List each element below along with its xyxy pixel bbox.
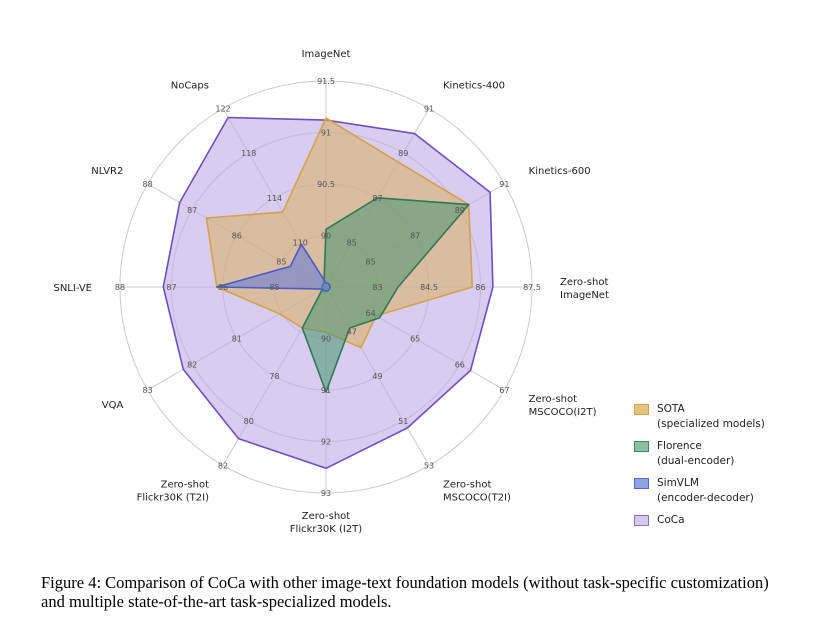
legend-item: SimVLM (encoder-decoder) [634, 476, 765, 506]
axis-label-8: VQA [102, 400, 124, 411]
tick-label: 83 [143, 386, 153, 395]
tick-label: 87 [187, 206, 197, 215]
tick-label: 89 [398, 149, 408, 158]
legend-label: Florence (dual-encoder) [657, 440, 735, 467]
tick-label: 85 [366, 257, 376, 266]
legend-item: SOTA (specialized models) [634, 402, 765, 432]
axis-label-line: MSCOCO(T2I) [443, 493, 511, 504]
tick-label: 92 [321, 438, 331, 447]
legend-item: CoCa [634, 513, 765, 528]
axis-label-1: Kinetics-400 [443, 80, 505, 91]
axis-label-line: ImageNet [302, 49, 351, 60]
tick-label: 85 [269, 283, 279, 292]
axis-label-10: NLVR2 [91, 166, 123, 177]
tick-label: 87 [372, 194, 382, 203]
tick-label: 78 [269, 372, 279, 381]
axis-label-line: SNLI-VE [53, 283, 92, 294]
axis-label-2: Kinetics-600 [529, 166, 591, 177]
axis-label-line: Zero-shot [161, 480, 209, 491]
tick-label: 85 [347, 238, 357, 247]
tick-label: 65 [410, 335, 420, 344]
tick-label: 90.5 [317, 180, 335, 189]
tick-label: 93 [321, 489, 331, 498]
figure-caption: Figure 4: Comparison of CoCa with other … [41, 573, 769, 611]
tick-label: 87.5 [523, 283, 541, 292]
tick-label: 81 [232, 335, 242, 344]
tick-label: 89 [455, 206, 465, 215]
legend-label: SimVLM (encoder-decoder) [657, 477, 754, 504]
tick-label: 91 [321, 386, 331, 395]
tick-label: 122 [215, 105, 230, 114]
tick-label: 82 [218, 461, 228, 470]
axis-label-line: Flickr30K (T2I) [137, 493, 209, 504]
tick-label: 91 [499, 180, 509, 189]
axis-label-line: Flickr30K (I2T) [290, 524, 362, 535]
tick-label: 66 [455, 360, 465, 369]
axis-label-5: Zero-shot MSCOCO(T2I) [443, 480, 511, 504]
axis-label-6: Zero-shot Flickr30K (I2T) [290, 511, 362, 535]
legend-swatch [634, 515, 649, 526]
tick-label: 86 [218, 283, 228, 292]
axis-label-0: ImageNet [302, 49, 351, 60]
axis-label-line: Zero-shot [560, 277, 608, 288]
tick-label: 49 [372, 372, 382, 381]
axis-label-line: VQA [102, 400, 124, 411]
legend-swatch [634, 404, 649, 415]
axis-label-11: NoCaps [171, 80, 209, 91]
legend-label: SOTA (specialized models) [657, 403, 765, 430]
tick-label: 87 [166, 283, 176, 292]
legend-swatch [634, 441, 649, 452]
tick-label: 82 [187, 360, 197, 369]
tick-label: 67 [499, 386, 509, 395]
tick-label: 91 [424, 105, 434, 114]
simvlm-polygon [216, 243, 331, 292]
legend-label: CoCa [657, 514, 685, 526]
tick-label: 86 [475, 283, 485, 292]
tick-label: 64 [366, 309, 376, 318]
tick-label: 85 [276, 257, 286, 266]
axis-label-9: SNLI-VE [53, 283, 92, 294]
axis-label-line: Kinetics-400 [443, 80, 505, 91]
tick-label: 86 [232, 232, 242, 241]
tick-label: 80 [244, 417, 254, 426]
radar-axis-labels: ImageNet Kinetics-400 Kinetics-600 Zero-sho… [53, 49, 608, 535]
tick-label: 114 [267, 194, 282, 203]
axis-label-line: ImageNet [560, 290, 609, 301]
tick-label: 84.5 [420, 283, 438, 292]
legend-swatch [634, 478, 649, 489]
axis-label-line: Zero-shot [529, 394, 577, 405]
tick-label: 91.5 [317, 77, 335, 86]
axis-label-7: Zero-shot Flickr30K (T2I) [137, 480, 209, 504]
tick-label: 53 [424, 461, 434, 470]
tick-label: 110 [293, 238, 308, 247]
tick-label: 88 [115, 283, 125, 292]
tick-label: 118 [241, 149, 256, 158]
axis-label-4: Zero-shot MSCOCO(I2T) [529, 394, 597, 418]
axis-label-line: MSCOCO(I2T) [529, 407, 597, 418]
radar-chart: 90 90.5 91 91.5 85 87 89 91 85 87 89 91 83 84.5 86 87.5… [53, 49, 608, 535]
axis-label-line: NLVR2 [91, 166, 123, 177]
tick-label: 47 [347, 328, 357, 337]
tick-label: 51 [398, 417, 408, 426]
axis-label-line: Zero-shot [443, 480, 491, 491]
radar-tick-labels: 90 90.5 91 91.5 85 87 89 91 85 87 89 91 83 84.5 86 87.5… [115, 77, 541, 498]
radar-series [162, 116, 494, 470]
chart-legend: SOTA (specialized models) Florence (dual-en… [634, 402, 765, 535]
legend-item: Florence (dual-encoder) [634, 439, 765, 469]
tick-label: 88 [143, 180, 153, 189]
tick-label: 83 [372, 283, 382, 292]
tick-label: 87 [410, 232, 420, 241]
tick-label: 90 [321, 335, 331, 344]
tick-label: 91 [321, 129, 331, 138]
axis-label-line: Kinetics-600 [529, 166, 591, 177]
axis-label-line: NoCaps [171, 80, 209, 91]
axis-label-3: Zero-shot ImageNet [560, 277, 609, 301]
axis-label-line: Zero-shot [302, 511, 350, 522]
tick-label: 90 [321, 232, 331, 241]
